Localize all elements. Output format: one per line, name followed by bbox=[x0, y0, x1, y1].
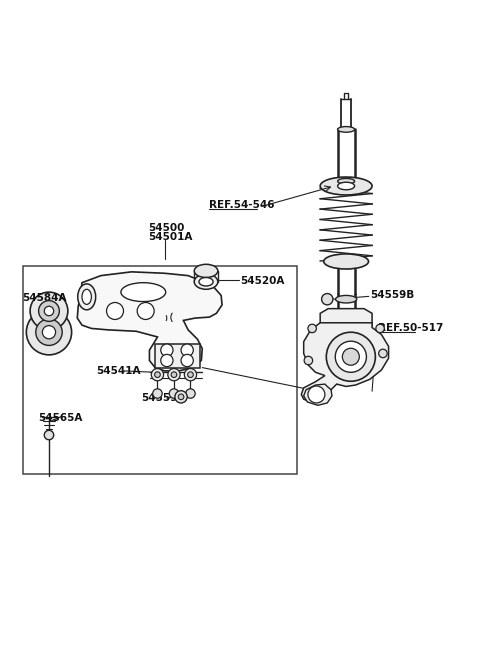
Bar bbox=[23, 266, 297, 474]
Text: 54559B: 54559B bbox=[370, 290, 414, 301]
Polygon shape bbox=[304, 384, 332, 405]
Text: REF.50-517: REF.50-517 bbox=[378, 324, 443, 333]
Text: 54541A: 54541A bbox=[96, 366, 141, 376]
Circle shape bbox=[42, 326, 56, 339]
Ellipse shape bbox=[320, 177, 372, 195]
Circle shape bbox=[175, 390, 187, 403]
Text: 54520A: 54520A bbox=[240, 276, 284, 286]
Ellipse shape bbox=[121, 283, 166, 301]
Circle shape bbox=[171, 372, 177, 377]
Polygon shape bbox=[301, 323, 389, 402]
Polygon shape bbox=[155, 344, 200, 367]
Circle shape bbox=[184, 369, 197, 381]
Ellipse shape bbox=[336, 295, 357, 303]
Circle shape bbox=[161, 354, 173, 367]
Ellipse shape bbox=[194, 265, 218, 278]
Circle shape bbox=[161, 344, 173, 356]
Circle shape bbox=[44, 430, 54, 440]
Text: 54559: 54559 bbox=[141, 393, 177, 403]
Circle shape bbox=[137, 303, 154, 320]
Text: 54500: 54500 bbox=[148, 223, 184, 233]
Circle shape bbox=[36, 319, 62, 345]
Circle shape bbox=[308, 324, 316, 333]
Circle shape bbox=[44, 307, 54, 316]
Text: 54584A: 54584A bbox=[22, 293, 67, 303]
Polygon shape bbox=[320, 309, 372, 331]
Ellipse shape bbox=[199, 278, 213, 286]
Text: 54501A: 54501A bbox=[148, 232, 192, 242]
Circle shape bbox=[181, 344, 193, 356]
Ellipse shape bbox=[337, 182, 355, 190]
Circle shape bbox=[30, 292, 68, 330]
Polygon shape bbox=[77, 272, 222, 371]
Ellipse shape bbox=[82, 290, 91, 305]
Ellipse shape bbox=[337, 126, 355, 132]
Circle shape bbox=[376, 324, 384, 333]
Ellipse shape bbox=[324, 254, 369, 269]
Circle shape bbox=[186, 389, 195, 398]
Text: REF.54-546: REF.54-546 bbox=[209, 200, 275, 210]
Circle shape bbox=[169, 389, 179, 398]
Ellipse shape bbox=[337, 178, 355, 184]
Circle shape bbox=[379, 349, 387, 358]
Circle shape bbox=[326, 332, 375, 381]
Text: 54565A: 54565A bbox=[38, 413, 83, 423]
Circle shape bbox=[168, 369, 180, 381]
Circle shape bbox=[26, 310, 72, 355]
Circle shape bbox=[188, 372, 193, 377]
Circle shape bbox=[178, 394, 184, 400]
Circle shape bbox=[335, 341, 366, 372]
Circle shape bbox=[151, 369, 164, 381]
Circle shape bbox=[308, 386, 325, 403]
Circle shape bbox=[38, 301, 60, 322]
Circle shape bbox=[155, 372, 160, 377]
Circle shape bbox=[181, 354, 193, 367]
Ellipse shape bbox=[78, 284, 96, 310]
Circle shape bbox=[153, 389, 162, 398]
Circle shape bbox=[304, 356, 312, 365]
Circle shape bbox=[322, 293, 333, 305]
Circle shape bbox=[107, 303, 123, 320]
Circle shape bbox=[342, 348, 360, 365]
Ellipse shape bbox=[194, 274, 218, 290]
